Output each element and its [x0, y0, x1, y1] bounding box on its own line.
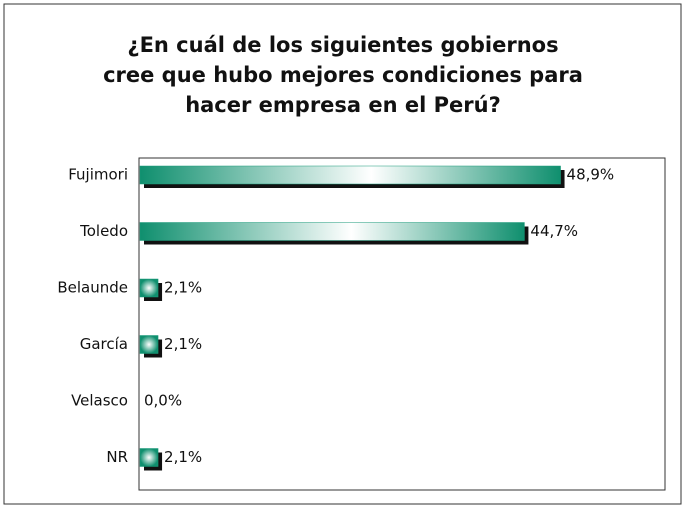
plot-area — [138, 157, 666, 491]
category-label: García — [80, 335, 128, 353]
outer-border — [3, 3, 682, 505]
category-label: Toledo — [79, 222, 128, 240]
value-label: 2,1% — [164, 279, 202, 297]
chart-title: ¿En cuál de los siguientes gobiernos cre… — [103, 33, 583, 117]
category-label: NR — [106, 448, 128, 466]
bar — [139, 165, 561, 185]
bar — [139, 278, 159, 298]
value-label: 0,0% — [144, 392, 182, 410]
value-label: 2,1% — [164, 335, 202, 353]
category-label: Belaunde — [57, 279, 128, 297]
bar — [139, 222, 525, 241]
bar — [139, 335, 159, 354]
category-label: Velasco — [71, 392, 128, 410]
category-label: Fujimori — [68, 166, 128, 184]
value-label: 48,9% — [567, 166, 615, 184]
value-label: 2,1% — [164, 448, 202, 466]
value-label: 44,7% — [530, 222, 578, 240]
bar — [139, 448, 159, 467]
